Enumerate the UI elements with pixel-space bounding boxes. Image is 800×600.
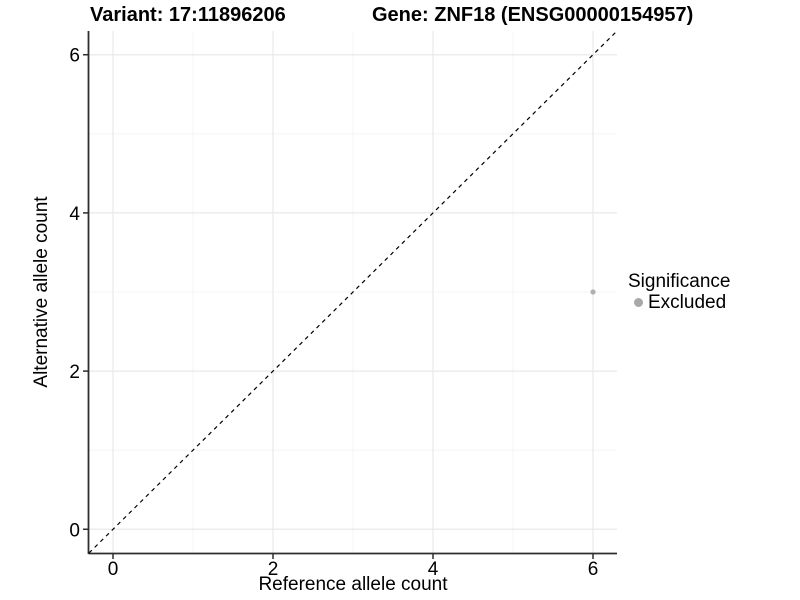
legend: Significance Excluded [628,271,730,313]
y-tick-label: 0 [69,520,80,541]
x-tick-label: 6 [588,559,599,580]
legend-swatch-icon [634,298,643,307]
x-axis-label: Reference allele count [258,574,448,595]
plot-title-variant: Variant: 17:11896206 [90,4,286,26]
x-tick-label: 4 [428,559,439,580]
legend-item-excluded: Excluded [634,292,730,313]
legend-item-label: Excluded [648,292,727,313]
y-tick-label: 2 [69,362,80,383]
x-tick-label: 0 [108,559,119,580]
y-axis-label: Alternative allele count [31,196,52,388]
data-point [590,289,596,295]
x-tick-label: 2 [268,559,279,580]
y-tick-label: 6 [69,46,80,67]
identity-reference-line [88,30,618,554]
legend-title: Significance [628,271,731,292]
y-tick-label: 4 [69,204,80,225]
plot-title-gene: Gene: ZNF18 (ENSG00000154957) [372,4,694,26]
